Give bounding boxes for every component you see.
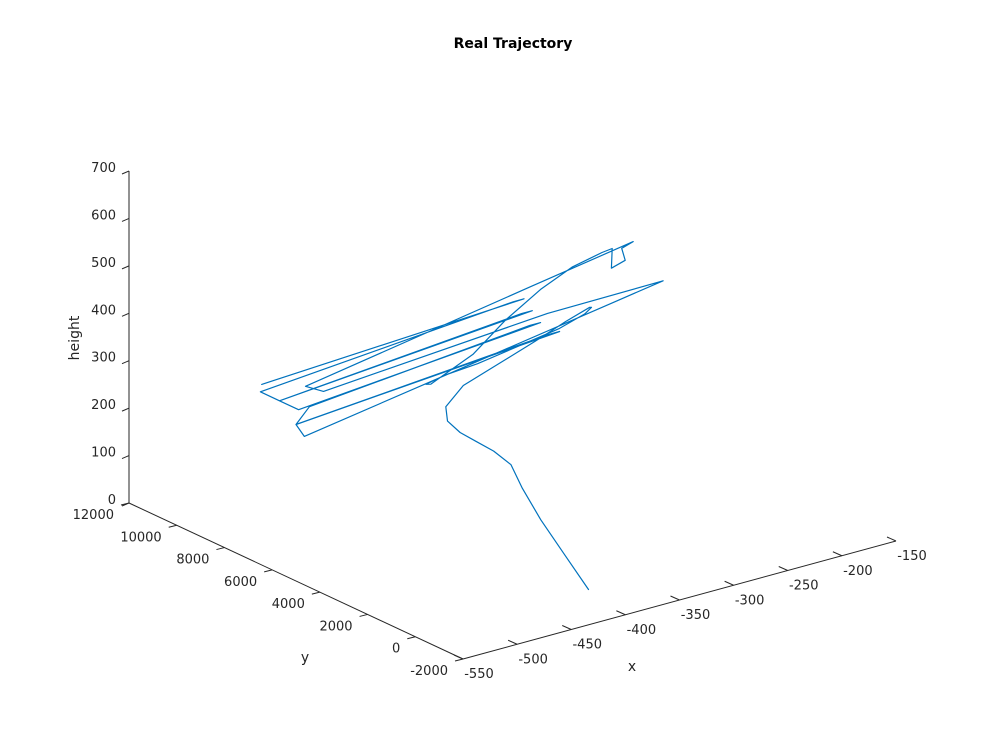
x-tick-label: -350 (681, 608, 711, 623)
y-tick-label: 8000 (176, 553, 209, 568)
x-tick-label: -400 (627, 623, 657, 638)
z-ticks: 0 100 200 300 400 500 600 700 (91, 161, 130, 508)
y-tick (120, 502, 130, 506)
z-tick-label: 500 (91, 256, 116, 271)
x-tick (832, 551, 843, 557)
x-axis-label: x (628, 659, 636, 675)
x-ticks: -550 -500 -450 -400 -350 -300 -250 -200 -150 (453, 536, 927, 682)
z-tick-label: 0 (108, 493, 116, 508)
x-tick (670, 595, 680, 601)
z-tick-label: 600 (91, 208, 116, 223)
z-tick-label: 700 (91, 161, 116, 176)
y-tick-label: 10000 (120, 530, 161, 545)
x-tick (778, 566, 788, 571)
chart-title: Real Trajectory (454, 36, 573, 52)
x-tick-label: -550 (464, 667, 494, 682)
z-tick (121, 312, 130, 317)
z-axis-label: height (67, 315, 83, 360)
y-axis-line (128, 502, 464, 660)
y-tick (407, 636, 416, 640)
y-tick-label: 4000 (272, 597, 305, 612)
x-tick (562, 625, 572, 630)
y-tick (359, 613, 368, 617)
y-tick-label: 2000 (319, 619, 352, 634)
y-tick-label: 6000 (224, 575, 257, 590)
z-tick (121, 360, 130, 365)
y-tick (264, 569, 273, 573)
z-tick (121, 455, 130, 460)
x-tick-label: -450 (572, 638, 602, 653)
y-tick (216, 547, 225, 551)
z-tick-label: 300 (91, 351, 116, 366)
y-tick-label: 12000 (73, 508, 114, 523)
x-tick (616, 610, 626, 616)
x-tick (724, 580, 734, 586)
x-tick-label: -250 (789, 579, 819, 594)
x-tick-label: -150 (897, 549, 927, 564)
z-tick (121, 407, 130, 412)
y-tick (168, 524, 177, 528)
x-tick (886, 536, 897, 542)
x-tick (453, 654, 464, 660)
x-tick-label: -200 (843, 564, 873, 579)
y-axis-label: y (301, 650, 309, 666)
z-tick-label: 100 (91, 446, 116, 461)
y-tick-label: -2000 (410, 664, 448, 679)
y-tick (311, 591, 320, 595)
trajectory-line (259, 241, 664, 591)
z-tick (121, 170, 130, 175)
x-tick-label: -300 (735, 593, 765, 608)
y-tick (454, 658, 464, 662)
z-tick-label: 400 (91, 303, 116, 318)
z-tick (121, 265, 130, 270)
x-tick (507, 639, 518, 645)
z-tick (121, 217, 130, 222)
y-ticks: -2000 0 2000 4000 6000 8000 10000 12000 (73, 502, 464, 679)
series-group (259, 241, 664, 591)
z-tick-label: 200 (91, 398, 116, 413)
y-tick-label: 0 (392, 642, 400, 657)
x-tick-label: -500 (518, 652, 548, 667)
